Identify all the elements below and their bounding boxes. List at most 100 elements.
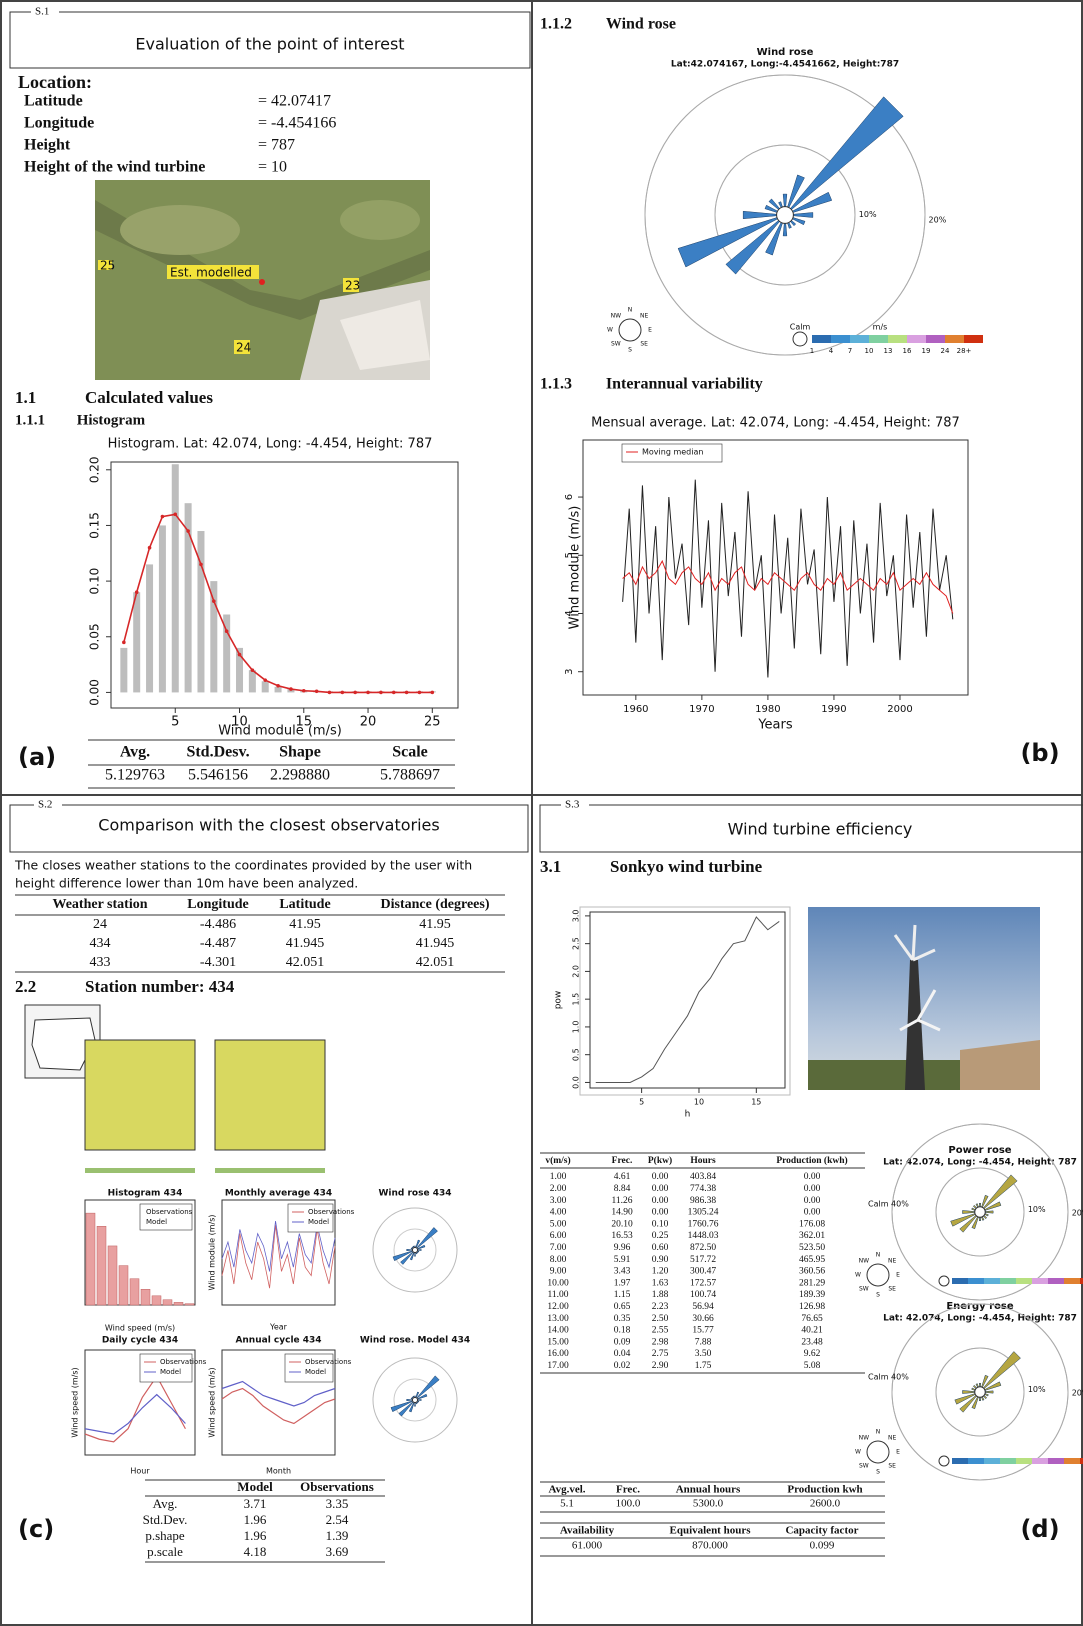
- station-maps: [24, 1004, 326, 1173]
- bar: [96, 1226, 107, 1306]
- rose-petal: [979, 1381, 1002, 1393]
- compass-label: E: [896, 1272, 900, 1279]
- heading-number: 1.1: [15, 388, 36, 407]
- table-cell: Std.Dev.: [143, 1512, 188, 1527]
- legend-label: Model: [146, 1218, 167, 1226]
- legend-swatch: [1016, 1458, 1032, 1464]
- legend-box: [287, 1203, 334, 1233]
- compass: [618, 318, 642, 342]
- fit-point: [212, 599, 216, 603]
- legend-swatch: [964, 335, 983, 343]
- fit-point: [340, 690, 345, 695]
- rose-ring: [891, 1123, 1069, 1301]
- rose-petal: [414, 1399, 416, 1407]
- legend-box: [139, 1203, 193, 1231]
- panel-label: (d): [1020, 1515, 1059, 1543]
- legend-bin: 10: [865, 347, 874, 355]
- table-cell: -4.301: [200, 955, 236, 970]
- y-tick-label: 1.0: [572, 1021, 581, 1034]
- heading-number: 3.1: [540, 857, 561, 876]
- legend-bin: 4: [829, 347, 834, 355]
- fit-point: [250, 668, 255, 672]
- table-header: Equivalent hours: [670, 1525, 752, 1537]
- panel-label: (a): [18, 743, 56, 771]
- field-value: = 42.07417: [258, 93, 331, 110]
- table-cell: 0.099: [810, 1540, 835, 1552]
- table-header: Distance (degrees): [381, 897, 490, 912]
- table-cell: 2.55: [652, 1326, 669, 1336]
- plot-frame: [84, 1349, 196, 1456]
- bar: [173, 1302, 184, 1306]
- table-cell: 362.01: [799, 1231, 825, 1241]
- y-tick-label: 0.0: [572, 1076, 581, 1089]
- fit-point: [301, 688, 306, 693]
- rose-petal: [979, 1174, 1018, 1213]
- rose-calm: [411, 1396, 419, 1404]
- rose-petal: [742, 210, 786, 220]
- rose-title: Wind rose. Model 434: [360, 1336, 470, 1346]
- heading-title: Station number: 434: [85, 977, 235, 996]
- legend-swatch: [968, 1458, 984, 1464]
- table-cell: 5.00: [550, 1219, 567, 1229]
- table-cell: 300.47: [690, 1267, 716, 1277]
- table-cell: 20.10: [611, 1219, 633, 1229]
- table-cell: 4.18: [244, 1544, 267, 1559]
- heading-number: 1.1.1: [15, 412, 45, 428]
- x-tick-label: 10: [694, 1098, 704, 1107]
- section-box: [9, 804, 529, 853]
- table-cell: 1.39: [326, 1528, 349, 1543]
- table-cell: 1.97: [614, 1278, 631, 1288]
- chart-title: Histogram. Lat: 42.074, Long: -4.454, He…: [108, 437, 433, 452]
- heading-title: Calculated values: [85, 388, 213, 407]
- table-cell: 5.08: [804, 1361, 821, 1371]
- table-cell: Avg.: [153, 1496, 178, 1511]
- legend-unit: m/s: [873, 323, 888, 332]
- table-cell: 3.43: [614, 1267, 631, 1277]
- table-cell: 189.39: [799, 1290, 825, 1300]
- plot-frame: [221, 1199, 336, 1306]
- bar: [129, 1278, 140, 1306]
- table-cell: 403.84: [690, 1172, 716, 1182]
- legend-box: [621, 443, 723, 463]
- table-cell: 1.75: [695, 1361, 712, 1371]
- compass-label: SE: [888, 1286, 896, 1293]
- table-cell: 11.26: [611, 1196, 632, 1206]
- section-title: Evaluation of the point of interest: [135, 35, 404, 54]
- legend-swatch: [1048, 1458, 1064, 1464]
- table-cell: 7.88: [695, 1337, 712, 1347]
- y-axis-label: Wind speed (m/s): [71, 1367, 80, 1437]
- table-cell: 2600.0: [810, 1498, 841, 1510]
- ring-label: 20%: [1072, 1389, 1083, 1398]
- legend-bin: 24: [941, 347, 950, 355]
- table-cell: 5.91: [614, 1255, 631, 1265]
- x-axis-label: Wind speed (m/s): [105, 1324, 175, 1333]
- table-cell: 4.00: [550, 1208, 567, 1218]
- compass-label: N: [876, 1252, 881, 1259]
- rose-petal: [784, 96, 904, 216]
- compass-label: NE: [888, 1257, 896, 1264]
- rose-petal: [959, 1391, 981, 1413]
- rose-petal: [677, 214, 786, 268]
- table-cell: 1760.76: [688, 1219, 719, 1229]
- legend-label: Model: [308, 1218, 329, 1226]
- x-tick-label: 1960: [623, 704, 648, 715]
- compass-label: N: [876, 1429, 881, 1436]
- fit-point: [379, 690, 383, 695]
- bar: [274, 686, 282, 693]
- rose-ring: [714, 144, 856, 286]
- bar: [236, 647, 244, 693]
- rose-subtitle: Lat: 42.074, Long: -4.454, Height: 787: [883, 1314, 1077, 1324]
- compass-label: N: [628, 307, 633, 314]
- compass-label: W: [855, 1449, 861, 1456]
- turbine-photo: [808, 907, 1040, 1090]
- compass-label: SW: [859, 1463, 869, 1470]
- table-cell: 9.00: [550, 1267, 567, 1277]
- table-cell: 8.84: [614, 1184, 631, 1194]
- table-cell: 986.38: [690, 1196, 716, 1206]
- series-line: [622, 559, 954, 614]
- bar: [107, 1245, 118, 1306]
- table-cell: 176.08: [799, 1219, 825, 1229]
- rose-petal: [950, 1211, 981, 1227]
- table-cell: 9.62: [804, 1349, 821, 1359]
- table-cell: 1.88: [652, 1290, 669, 1300]
